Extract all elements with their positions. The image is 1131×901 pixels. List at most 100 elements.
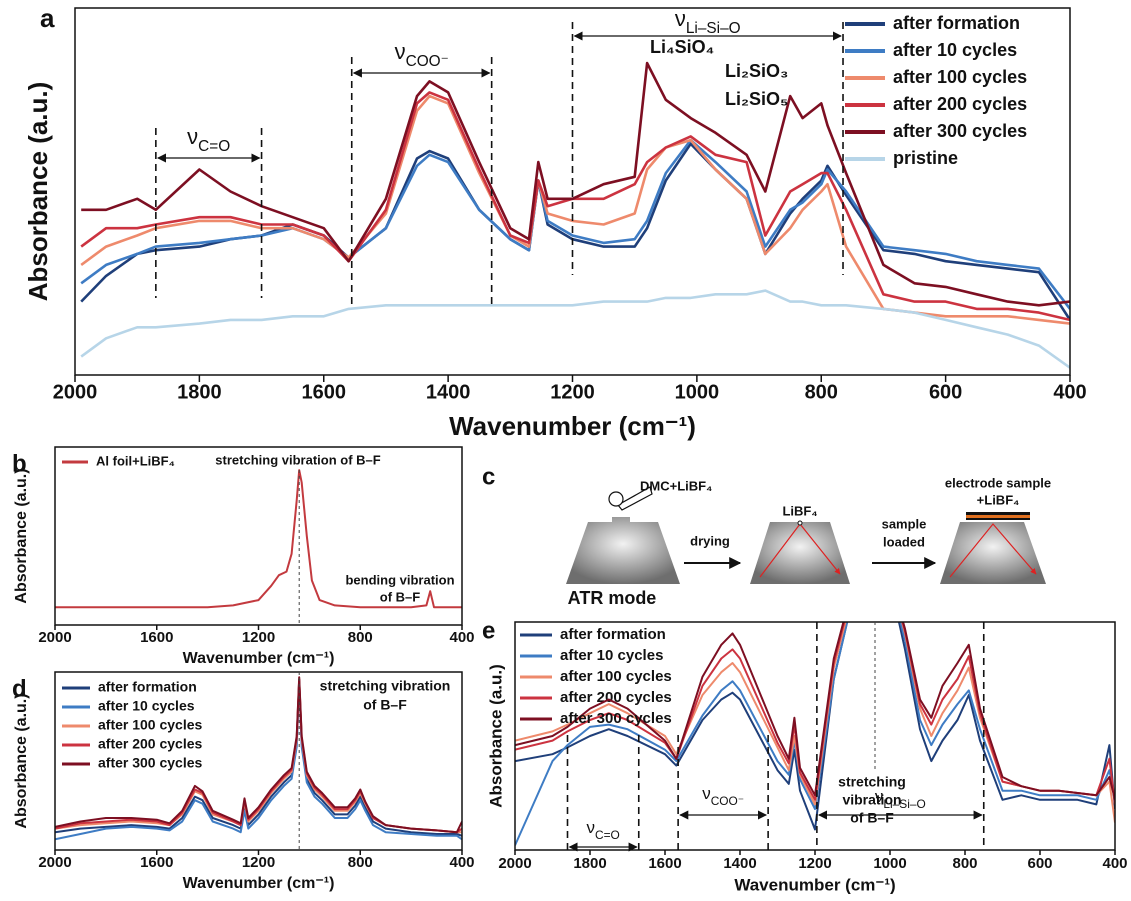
plot-frame [54, 671, 463, 851]
annotation: of B–F [363, 697, 407, 713]
spectrum [81, 61, 1070, 307]
x-tick-label: 1400 [426, 381, 471, 403]
region-label-part: Li–Si–O [686, 20, 741, 37]
region-label: νLi–Si–O [875, 787, 926, 811]
x-tick-label: 1000 [873, 855, 906, 872]
spectrum [515, 622, 1115, 801]
legend-label: Al foil+LiBF₄ [96, 453, 175, 468]
region-label: νCOO⁻ [395, 39, 449, 70]
dropper [617, 486, 653, 511]
region-label-part: ν [187, 124, 198, 149]
annotation: Li₂SiO₅ [725, 89, 788, 109]
step-label: loaded [883, 534, 925, 549]
panel-letter: d [12, 675, 27, 702]
region-label-part: COO⁻ [711, 794, 744, 808]
y-axis-label: Absorbance (a.u.) [13, 693, 30, 828]
legend-label: after 300 cycles [893, 121, 1027, 141]
plot-frame [514, 621, 1116, 851]
sample-label: electrode sample [945, 475, 1051, 490]
electrode [966, 515, 1030, 518]
annotation: stretching vibration of B–F [215, 452, 380, 467]
plot-frame [54, 446, 463, 626]
legend-label: after 100 cycles [98, 717, 203, 733]
x-axis-label: Wavenumber (cm⁻¹) [183, 875, 335, 892]
y-axis-label: Absorbance (a.u.) [13, 468, 30, 603]
x-tick-label: 1600 [140, 629, 173, 646]
region-label: νCOO⁻ [702, 784, 744, 808]
panel-letter: b [12, 450, 27, 477]
x-tick-label: 400 [449, 854, 474, 871]
crystal [940, 522, 1046, 584]
region-label-part: COO⁻ [406, 53, 449, 70]
step-label: drying [690, 533, 730, 548]
x-tick-label: 1200 [550, 381, 595, 403]
x-tick-label: 1600 [648, 855, 681, 872]
x-tick-label: 800 [348, 629, 373, 646]
x-tick-label: 400 [1102, 855, 1127, 872]
y-axis-label: Absorbance (a.u.) [486, 664, 505, 808]
x-tick-label: 2000 [498, 855, 531, 872]
region-label: νC=O [187, 124, 230, 155]
legend-label: after 10 cycles [98, 698, 195, 714]
diagram-c: c DMC+LiBF₄ ATR mode drying LiBF₄ sample… [482, 463, 1051, 607]
annotation: of B–F [380, 589, 421, 604]
spectrum [80, 91, 1070, 322]
spectrum [80, 94, 1070, 325]
y-axis-label: Absorbance (a.u.) [23, 82, 53, 302]
legend-label: after 200 cycles [98, 736, 203, 752]
x-tick-label: 800 [805, 381, 838, 403]
panel-letter: e [482, 617, 495, 644]
annotation: Li₂SiO₃ [725, 61, 788, 81]
legend-label: pristine [893, 148, 958, 168]
legend-label: after formation [98, 679, 197, 695]
legend-label: after 300 cycles [98, 755, 203, 771]
x-tick-label: 1600 [302, 381, 347, 403]
crystal [566, 517, 680, 584]
x-tick-label: 1800 [177, 381, 222, 403]
annotation: stretching vibration [320, 678, 451, 694]
legend-label: after formation [560, 626, 666, 643]
x-tick-label: 2000 [38, 629, 71, 646]
region-label-part: ν [586, 818, 595, 837]
annotation: stretching [838, 774, 906, 790]
x-tick-label: 800 [348, 854, 373, 871]
x-tick-label: 600 [1027, 855, 1052, 872]
panel-letter: c [482, 463, 495, 490]
annotation: of B–F [850, 810, 894, 826]
x-axis-label: Wavenumber (cm⁻¹) [449, 411, 696, 441]
region-label-part: ν [875, 787, 884, 806]
region-label-part: ν [675, 6, 686, 31]
x-tick-label: 1400 [723, 855, 756, 872]
x-tick-label: 400 [1053, 381, 1086, 403]
spectrum [80, 142, 1070, 321]
legend-label: after 100 cycles [560, 668, 672, 685]
region-label: νLi–Si–O [675, 6, 741, 37]
salt-label: LiBF₄ [782, 503, 817, 518]
crystal [750, 522, 850, 584]
legend-label: after 100 cycles [893, 67, 1027, 87]
panel-letter: a [40, 3, 55, 33]
region-label-part: C=O [595, 828, 620, 842]
annotation: Li₄SiO₄ [650, 37, 714, 57]
x-tick-label: 400 [449, 629, 474, 646]
legend-label: after 10 cycles [893, 40, 1017, 60]
beam [949, 523, 1037, 578]
region-label-part: C=O [198, 138, 230, 155]
x-tick-label: 1600 [140, 854, 173, 871]
spectrum [80, 289, 1070, 369]
spectrum [515, 622, 1115, 846]
spectrum [55, 676, 462, 834]
plot-frame [74, 7, 1071, 376]
spectrum [55, 681, 462, 841]
legend-label: after 200 cycles [560, 689, 672, 706]
x-tick-label: 1000 [675, 381, 720, 403]
sample-label: +LiBF₄ [977, 492, 1020, 507]
spectrum [55, 469, 462, 609]
mode-label: ATR mode [568, 588, 657, 608]
legend-label: after 300 cycles [560, 710, 672, 727]
region-label-part: Li–Si–O [883, 797, 925, 811]
legend-label: after 200 cycles [893, 94, 1027, 114]
salt [797, 520, 803, 526]
electrode [966, 512, 1030, 515]
